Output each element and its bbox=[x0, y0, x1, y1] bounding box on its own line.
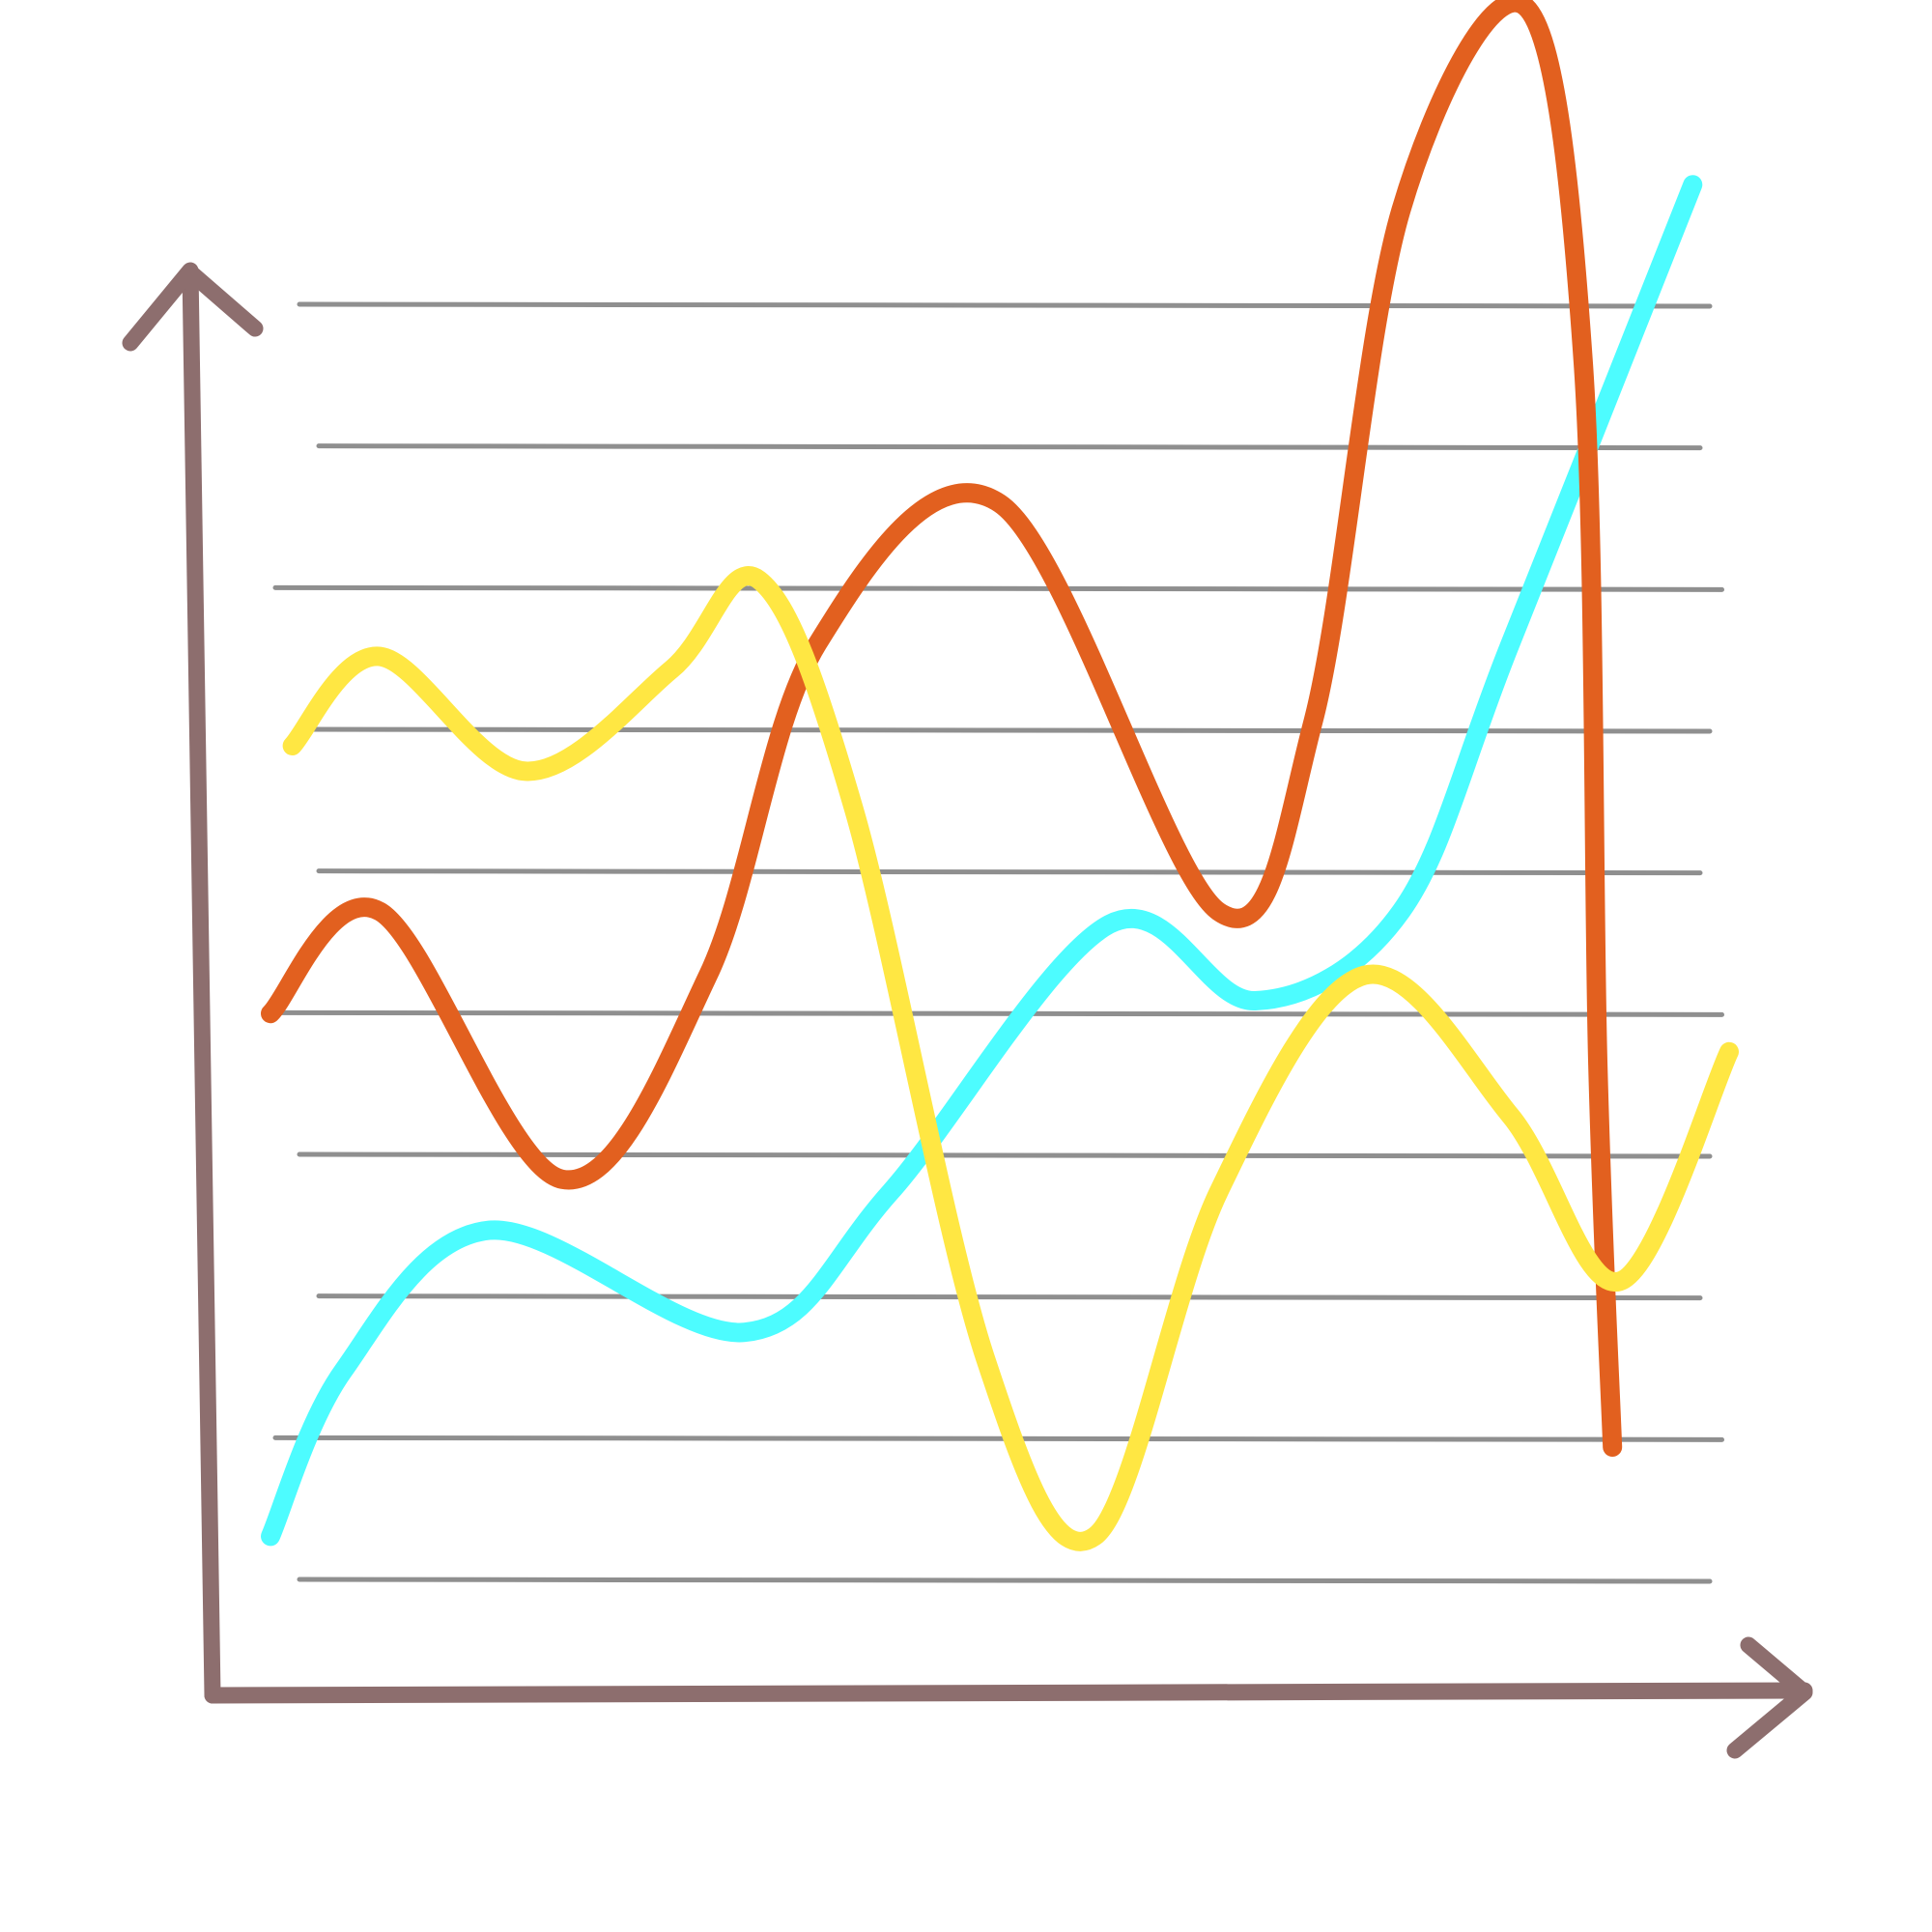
series-line-1 bbox=[261, 175, 1703, 1547]
gridline bbox=[297, 1151, 1713, 1159]
gridline bbox=[297, 726, 1713, 734]
gridline bbox=[272, 584, 1724, 592]
chart-series bbox=[261, 0, 1739, 1551]
gridline bbox=[316, 868, 1703, 876]
y-axis-arrowhead bbox=[122, 263, 264, 352]
gridline bbox=[272, 1435, 1724, 1442]
gridline bbox=[316, 1293, 1703, 1301]
x-axis-arrowhead bbox=[1726, 1636, 1813, 1759]
gridline bbox=[297, 301, 1713, 309]
x-axis bbox=[204, 1682, 1813, 1704]
chart-axes bbox=[122, 262, 1813, 1759]
gridline bbox=[316, 443, 1703, 451]
gridline bbox=[297, 1577, 1713, 1584]
gridline bbox=[272, 1009, 1724, 1017]
y-axis bbox=[182, 262, 221, 1704]
series-line-3 bbox=[282, 566, 1739, 1551]
series-line-2 bbox=[261, 0, 1623, 1457]
